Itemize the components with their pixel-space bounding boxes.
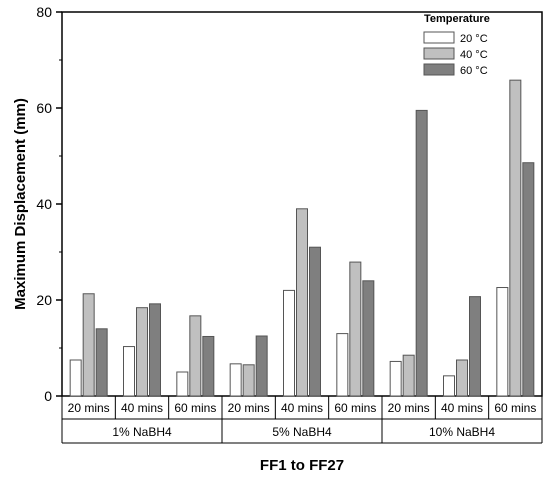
- x-axis-title: FF1 to FF27: [260, 457, 344, 474]
- bar-2-4: [309, 246, 321, 397]
- legend-label-2: 60 °C: [460, 65, 488, 77]
- legend-swatch-0: [423, 31, 455, 44]
- bar-0-8: [496, 287, 509, 397]
- bar-1-5: [349, 261, 362, 397]
- bar-1-2: [189, 315, 202, 397]
- y-tick-label-3: 60: [36, 100, 52, 116]
- legend-swatch-1: [423, 47, 455, 60]
- bar-1-6: [402, 354, 415, 397]
- bar-2-1: [149, 303, 161, 397]
- bar-2-2: [202, 335, 215, 397]
- bar-1-1: [136, 307, 148, 397]
- category-label-8: 60 mins: [494, 401, 536, 415]
- group-label-2: 10% NaBH4: [429, 425, 495, 439]
- y-tick-label-0: 0: [44, 388, 52, 404]
- category-label-5: 60 mins: [334, 401, 376, 415]
- legend-swatch-2: [423, 63, 455, 76]
- bar-0-2: [176, 371, 189, 397]
- y-tick-label-4: 80: [36, 4, 52, 20]
- category-label-7: 40 mins: [441, 401, 483, 415]
- bar-2-7: [469, 296, 481, 397]
- group-label-1: 5% NaBH4: [272, 425, 332, 439]
- bar-0-7: [443, 375, 455, 397]
- bar-0-6: [389, 360, 402, 397]
- labels-layer: 0 20 40 60 80 20 mins 40 mins 60 mins 20 mins 40 …: [36, 4, 536, 439]
- bar-2-8: [522, 162, 535, 397]
- bar-2-6: [415, 109, 428, 397]
- legend-title: Temperature: [424, 13, 490, 25]
- bar-1-8: [509, 79, 522, 397]
- bar-2-5: [362, 280, 375, 397]
- category-label-4: 40 mins: [281, 401, 323, 415]
- bar-0-4: [283, 289, 295, 397]
- bar-0-3: [229, 363, 242, 397]
- category-label-3: 20 mins: [228, 401, 270, 415]
- legend-label-1: 40 °C: [460, 49, 488, 61]
- bar-1-4: [296, 208, 308, 397]
- bar-2-0: [95, 328, 108, 397]
- bar-0-5: [336, 333, 349, 397]
- category-label-6: 20 mins: [388, 401, 430, 415]
- bar-0-1: [123, 346, 135, 397]
- bar-1-3: [242, 364, 255, 397]
- category-label-0: 20 mins: [68, 401, 110, 415]
- legend-label-0: 20 °C: [460, 33, 488, 45]
- category-label-2: 60 mins: [174, 401, 216, 415]
- y-axis-title: Maximum Displacement (mm): [12, 98, 29, 310]
- bar-0-0: [69, 359, 82, 397]
- category-label-1: 40 mins: [121, 401, 163, 415]
- bars-layer: [69, 79, 535, 397]
- bar-1-7: [456, 359, 468, 397]
- bar-2-3: [255, 335, 268, 397]
- legend: Temperature 20 °C 40 °C 60 °C: [423, 13, 490, 77]
- y-tick-label-1: 20: [36, 292, 52, 308]
- bar-1-0: [82, 293, 95, 397]
- group-label-0: 1% NaBH4: [112, 425, 172, 439]
- y-tick-label-2: 40: [36, 196, 52, 212]
